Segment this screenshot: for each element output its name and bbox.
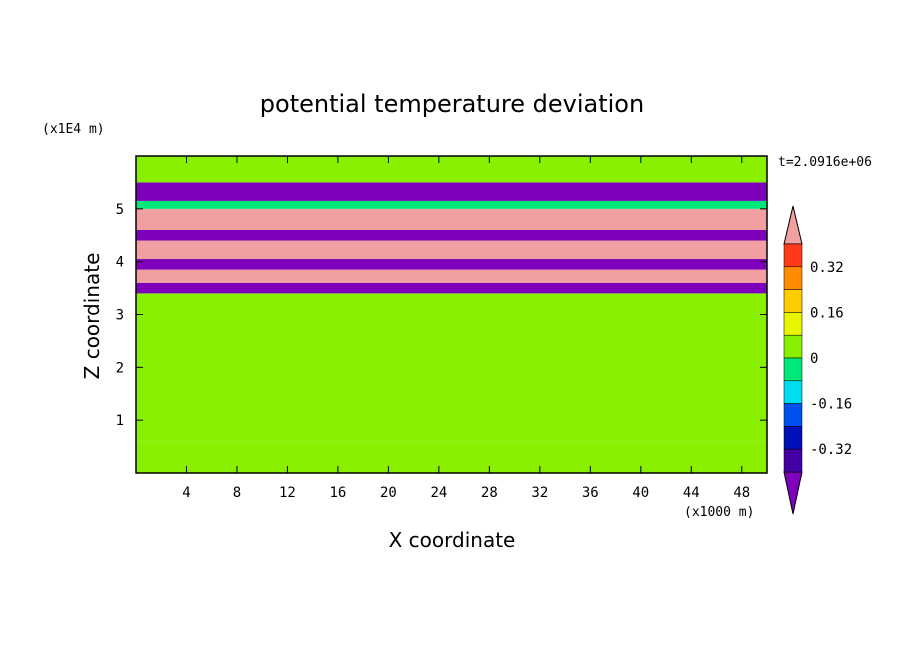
x-tick-label: 20 xyxy=(380,485,397,501)
colorbar-segment xyxy=(783,380,803,404)
y-tick-label: 1 xyxy=(116,413,124,429)
x-tick-label: 48 xyxy=(733,485,750,501)
heatmap-band xyxy=(136,441,767,473)
y-axis-label: Z coordinate xyxy=(80,253,104,380)
y-tick-label: 4 xyxy=(116,255,124,271)
x-tick-label: 24 xyxy=(430,485,447,501)
x-tick-label: 12 xyxy=(279,485,296,501)
colorbar: 0.32 0.16 0 -0.16 -0.32 xyxy=(783,205,852,515)
x-tick-label: 36 xyxy=(582,485,599,501)
colorbar-tick-label: -0.32 xyxy=(810,442,852,458)
colorbar-segment xyxy=(783,448,803,473)
x-axis-label: X coordinate xyxy=(389,528,516,552)
heatmap-band xyxy=(136,240,767,260)
heatmap-band xyxy=(136,200,767,209)
colorbar-tick-label: 0 xyxy=(810,351,818,367)
y-tick-label: 3 xyxy=(116,308,124,324)
heatmap-band xyxy=(136,269,767,283)
heatmap-band xyxy=(136,182,767,201)
heatmap-band xyxy=(136,259,767,270)
x-tick-label: 32 xyxy=(531,485,548,501)
colorbar-extend-bottom xyxy=(783,471,803,515)
heatmap-band xyxy=(136,208,767,230)
colorbar-segment xyxy=(783,426,803,450)
colorbar-segment xyxy=(783,266,803,290)
colorbar-extend-top xyxy=(783,205,803,245)
colorbar-segment xyxy=(783,403,803,427)
colorbar-segment xyxy=(783,334,803,359)
y-axis: 1 2 3 4 5 xyxy=(116,202,767,429)
heatmap-band xyxy=(136,156,767,183)
colorbar-tick-label: 0.16 xyxy=(810,305,844,321)
heatmap-plot-area xyxy=(136,156,767,473)
x-axis: 4 8 12 16 20 24 28 32 36 40 44 48 xyxy=(182,156,750,501)
x-tick-label: 4 xyxy=(182,485,190,501)
x-tick-label: 8 xyxy=(233,485,241,501)
colorbar-tick-label: 0.32 xyxy=(810,260,844,276)
y-tick-label: 5 xyxy=(116,202,124,218)
heatmap-band xyxy=(136,293,767,442)
x-tick-label: 40 xyxy=(632,485,649,501)
chart-title: potential temperature deviation xyxy=(260,90,644,118)
time-label: t=2.0916e+06 xyxy=(778,155,872,170)
x-tick-label: 28 xyxy=(481,485,498,501)
x-unit-label: (x1000 m) xyxy=(684,505,754,520)
heatmap-band xyxy=(136,229,767,241)
colorbar-segment xyxy=(783,312,803,336)
colorbar-segment xyxy=(783,243,803,268)
colorbar-segment xyxy=(783,289,803,313)
x-tick-label: 44 xyxy=(683,485,700,501)
heatmap-band xyxy=(136,282,767,294)
y-tick-label: 2 xyxy=(116,360,124,376)
x-tick-label: 16 xyxy=(329,485,346,501)
colorbar-tick-label: -0.16 xyxy=(810,397,852,413)
y-unit-label: (x1E4 m) xyxy=(42,122,105,137)
colorbar-segment xyxy=(783,357,803,382)
